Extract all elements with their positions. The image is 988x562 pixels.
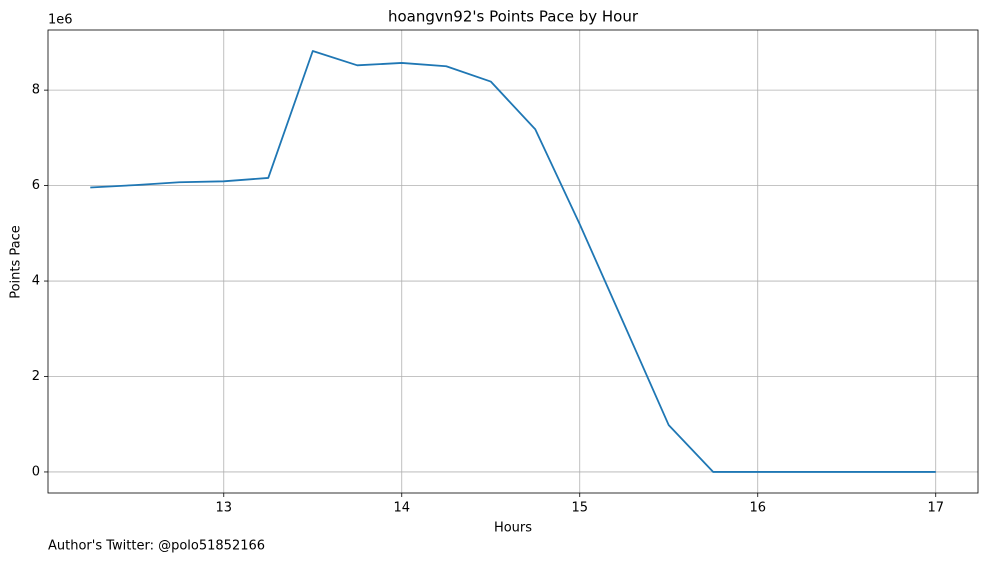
y-offset-label: 1e6 [48,13,73,28]
x-tick-label: 16 [749,501,766,516]
data-line [90,50,936,473]
x-tick-label: 14 [393,501,410,516]
x-tick-label: 17 [927,501,944,516]
y-axis-label: Points Pace [9,225,24,299]
footnote: Author's Twitter: @polo51852166 [48,539,265,554]
y-tick-label: 2 [32,369,40,384]
x-axis-label: Hours [494,521,532,536]
x-tick-label: 13 [215,501,232,516]
chart-title: hoangvn92's Points Pace by Hour [388,8,639,26]
y-tick-label: 8 [32,83,40,98]
y-tick-label: 6 [32,178,40,193]
y-tick-label: 0 [32,464,40,479]
plot-frame [47,29,979,494]
x-tick-label: 15 [571,501,588,516]
y-tick-label: 4 [32,274,40,289]
